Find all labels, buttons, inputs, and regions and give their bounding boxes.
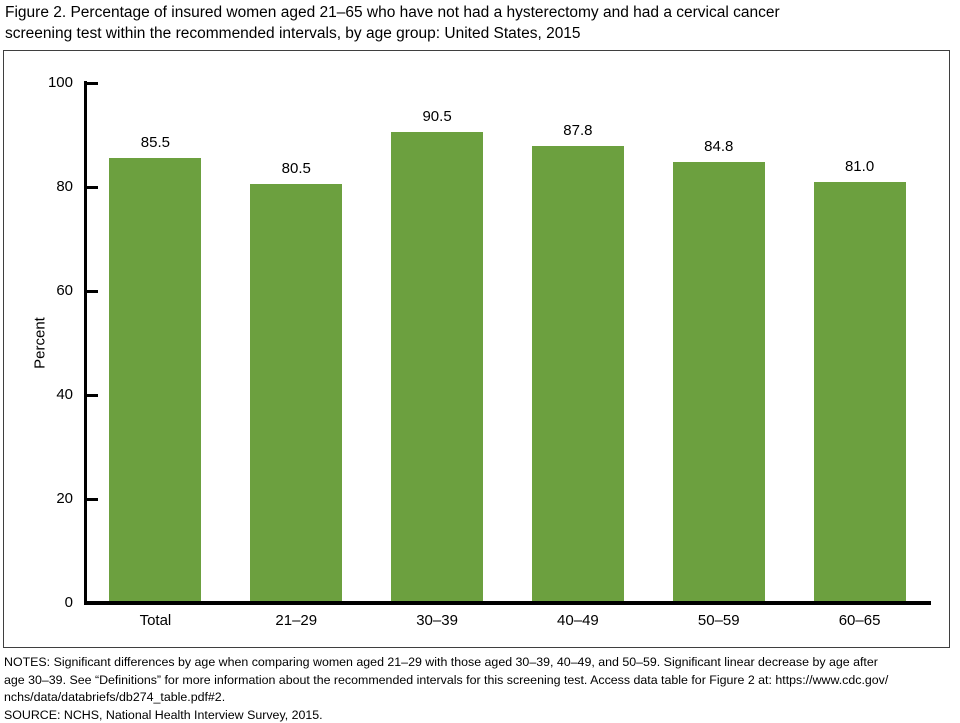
bar-value-label: 81.0 [844,157,875,175]
x-category-label: 21–29 [275,612,318,629]
bar [391,132,484,603]
y-axis-line [84,81,87,605]
notes-block: NOTES: Significant differences by age wh… [4,654,888,723]
bar [672,162,765,603]
x-category-label: 40–49 [557,612,599,629]
bar-value-label: 84.8 [704,138,734,156]
bar-value-label: 80.5 [281,160,311,178]
y-tick-label: 0 [64,594,73,611]
x-category-label: 30–39 [416,612,458,629]
y-tick-mark [84,81,98,85]
y-tick-label: 80 [56,178,73,195]
bar [250,184,343,603]
y-tick-mark [84,393,98,397]
bar-value-label: 87.8 [563,122,593,140]
plot-area: 0 20 40 60 80 100 85.5 Total 80.5 21–29 90.5 30–39 8… [48,74,931,629]
x-category-label: Total [139,612,172,629]
bar [109,158,202,603]
bar [531,146,624,603]
figure-title-line-1: Figure 2. Percentage of insured women ag… [5,4,780,21]
notes-line-3: nchs/data/databriefs/db274_table.pdf#2. [4,690,226,704]
figure-title-line-2: screening test within the recommended in… [5,24,581,42]
y-tick-label: 40 [56,386,73,403]
x-category-label: 50–59 [697,612,740,629]
bar [813,181,906,603]
bar-value-label: 90.5 [422,108,452,126]
notes-line-1: NOTES: Significant differences by age wh… [4,655,878,669]
notes-line-2: age 30–39. See “Definitions” for more in… [4,672,889,687]
x-category-label: 60–65 [838,612,881,629]
source-line: SOURCE: NCHS, National Health Interview … [4,707,323,722]
figure-title: Figure 2. Percentage of insured women ag… [5,3,955,44]
y-tick-label: 60 [56,282,73,299]
y-tick-mark [84,185,98,189]
y-tick-label: 100 [47,74,73,91]
bar-value-label: 85.5 [140,134,170,152]
y-tick-mark [84,497,98,501]
y-tick-label: 20 [56,490,73,507]
x-axis-line [84,601,931,605]
chart-frame: Percent 0 20 40 60 80 100 85.5 Total 80.5 21–29 90… [3,50,950,648]
y-tick-mark [84,289,98,293]
y-axis-title: Percent [31,317,49,369]
